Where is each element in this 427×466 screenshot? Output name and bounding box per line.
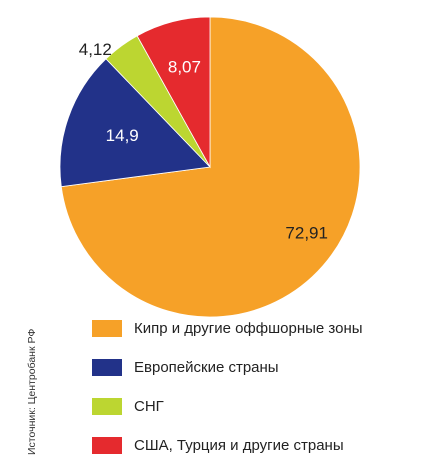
legend-label-europe: Европейские страны xyxy=(134,358,279,376)
slice-label-europe: 14,9 xyxy=(106,126,139,145)
slice-label-cyprus: 72,91 xyxy=(285,224,328,243)
slice-europe xyxy=(59,58,211,188)
slice-label-usa-turkey-other: 8,07 xyxy=(168,58,201,77)
legend: Кипр и другие оффшорные зоны Европейские… xyxy=(92,318,363,455)
slice-usa-turkey-other xyxy=(136,16,211,169)
legend-item-usa-turkey-other: США, Турция и другие страны xyxy=(92,435,363,455)
legend-label-usa-turkey-other: США, Турция и другие страны xyxy=(134,436,344,454)
source-note: Источник: Центробанк РФ xyxy=(26,328,38,455)
legend-label-cyprus: Кипр и другие оффшорные зоны xyxy=(134,319,363,337)
slice-label-cis: 4,12 xyxy=(79,40,112,59)
legend-swatch-cyprus xyxy=(92,319,122,337)
slice-cyprus xyxy=(60,16,361,318)
legend-label-cis: СНГ xyxy=(134,397,164,415)
legend-item-europe: Европейские страны xyxy=(92,357,363,377)
legend-swatch-europe xyxy=(92,358,122,376)
legend-swatch-cis xyxy=(92,397,122,415)
legend-swatch-usa-turkey-other xyxy=(92,436,122,454)
legend-item-cyprus: Кипр и другие оффшорные зоны xyxy=(92,318,363,338)
legend-item-cis: СНГ xyxy=(92,396,363,416)
